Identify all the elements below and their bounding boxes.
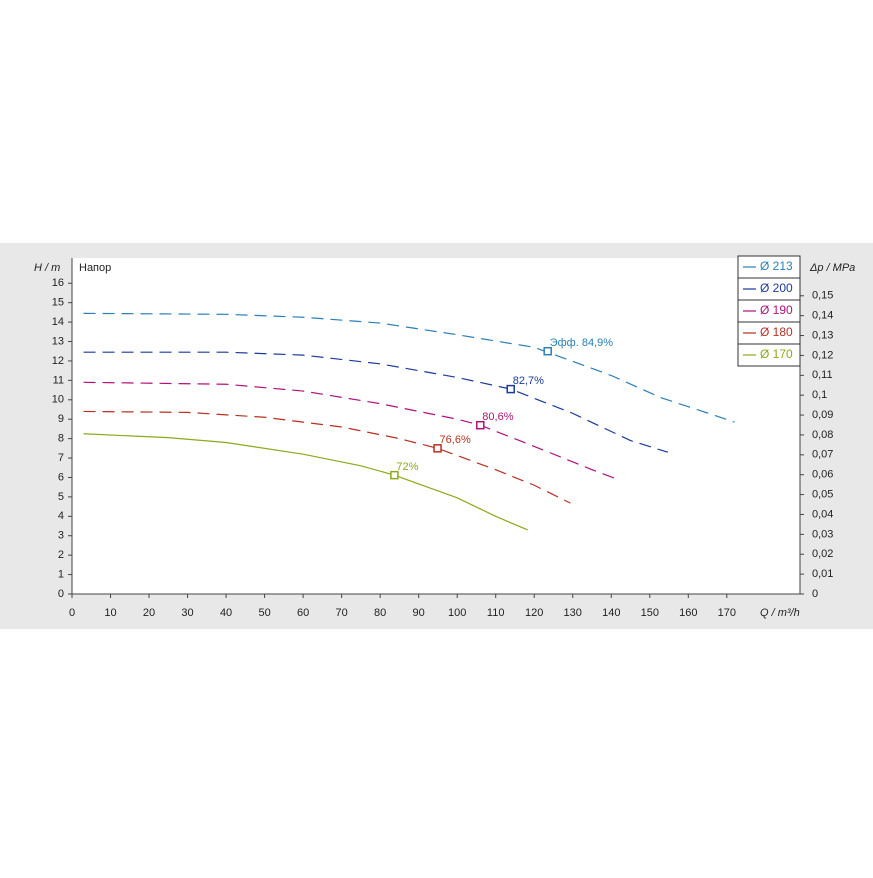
- x-tick-label: 110: [487, 607, 505, 619]
- y2-tick-label: 0: [812, 588, 818, 600]
- x-tick-label: 100: [448, 607, 466, 619]
- efficiency-label: 82,7%: [513, 375, 544, 387]
- y-tick-label: 10: [52, 394, 64, 406]
- efficiency-label: 76,6%: [440, 434, 471, 446]
- pump-curve: [83, 312, 735, 423]
- y2-tick-label: 0,12: [812, 349, 833, 361]
- legend-label: Ø 180: [760, 325, 793, 339]
- y2-tick-label: 0,13: [812, 329, 833, 341]
- pump-curve: [83, 351, 669, 453]
- pump-curve: [83, 410, 571, 504]
- y-tick-label: 4: [58, 510, 64, 522]
- y-tick-label: 6: [58, 471, 64, 483]
- x-tick-label: 80: [374, 607, 386, 619]
- y-tick-label: 15: [52, 297, 64, 309]
- x-tick-label: 70: [336, 607, 348, 619]
- y-tick-label: 3: [58, 530, 64, 542]
- x-tick-label: 60: [297, 607, 309, 619]
- legend-label: Ø 170: [760, 347, 793, 361]
- y2-tick-label: 0,1: [812, 389, 827, 401]
- y2-tick-label: 0,05: [812, 488, 833, 500]
- x-tick-label: 50: [258, 607, 270, 619]
- x-axis-label: Q / m³/h: [760, 607, 800, 619]
- y2-tick-label: 0,01: [812, 568, 833, 580]
- y-tick-label: 7: [58, 452, 64, 464]
- efficiency-point: [433, 444, 442, 453]
- y-tick-label: 0: [58, 588, 64, 600]
- y-axis-note: Напор: [79, 262, 111, 274]
- x-tick-label: 20: [143, 607, 155, 619]
- y2-tick-label: 0,08: [812, 429, 833, 441]
- efficiency-point: [390, 470, 399, 480]
- plot-area: [72, 258, 800, 594]
- x-tick-label: 30: [181, 607, 193, 619]
- efficiency-label: Эфф. 84,9%: [550, 337, 614, 349]
- efficiency-label: 72%: [396, 461, 418, 473]
- y-tick-label: 2: [58, 549, 64, 561]
- x-tick-label: 0: [69, 607, 75, 619]
- legend-label: Ø 213: [760, 259, 793, 273]
- y-tick-label: 8: [58, 433, 64, 445]
- legend-label: Ø 190: [760, 303, 793, 317]
- y2-tick-label: 0,04: [812, 508, 833, 520]
- y-tick-label: 1: [58, 568, 64, 580]
- y-tick-label: 11: [53, 374, 64, 386]
- x-tick-label: 90: [413, 607, 425, 619]
- y2-tick-label: 0,03: [812, 528, 833, 540]
- y-tick-label: 16: [52, 277, 64, 289]
- x-tick-label: 140: [602, 607, 620, 619]
- y2-tick-label: 0,07: [812, 449, 833, 461]
- y2-tick-label: 0,15: [812, 290, 833, 302]
- pump-curve: [83, 381, 620, 481]
- y-tick-label: 13: [52, 335, 64, 347]
- x-tick-label: 130: [564, 607, 582, 619]
- efficiency-point: [543, 346, 552, 356]
- x-tick-label: 10: [104, 607, 116, 619]
- y-tick-label: 5: [58, 491, 64, 503]
- x-tick-label: 160: [679, 607, 697, 619]
- legend-label: Ø 200: [760, 281, 793, 295]
- y2-tick-label: 0,02: [812, 548, 833, 560]
- y2-tick-label: 0,06: [812, 469, 833, 481]
- x-tick-label: 40: [220, 607, 232, 619]
- y2-axis-label: Δp / MPa: [809, 262, 855, 274]
- pump-curve: [83, 433, 528, 531]
- x-tick-label: 150: [641, 607, 659, 619]
- y-tick-label: 12: [52, 355, 64, 367]
- efficiency-label: 80,6%: [482, 411, 513, 423]
- y2-tick-label: 0,14: [812, 310, 833, 322]
- y2-tick-label: 0,09: [812, 409, 833, 421]
- efficiency-point: [506, 384, 515, 394]
- y-axis-label: H / m: [34, 262, 60, 274]
- y2-tick-label: 0,11: [812, 369, 833, 381]
- y-tick-label: 9: [58, 413, 64, 425]
- y-tick-label: 14: [52, 316, 64, 328]
- x-tick-label: 170: [718, 607, 736, 619]
- efficiency-point: [476, 420, 485, 430]
- x-tick-label: 120: [525, 607, 543, 619]
